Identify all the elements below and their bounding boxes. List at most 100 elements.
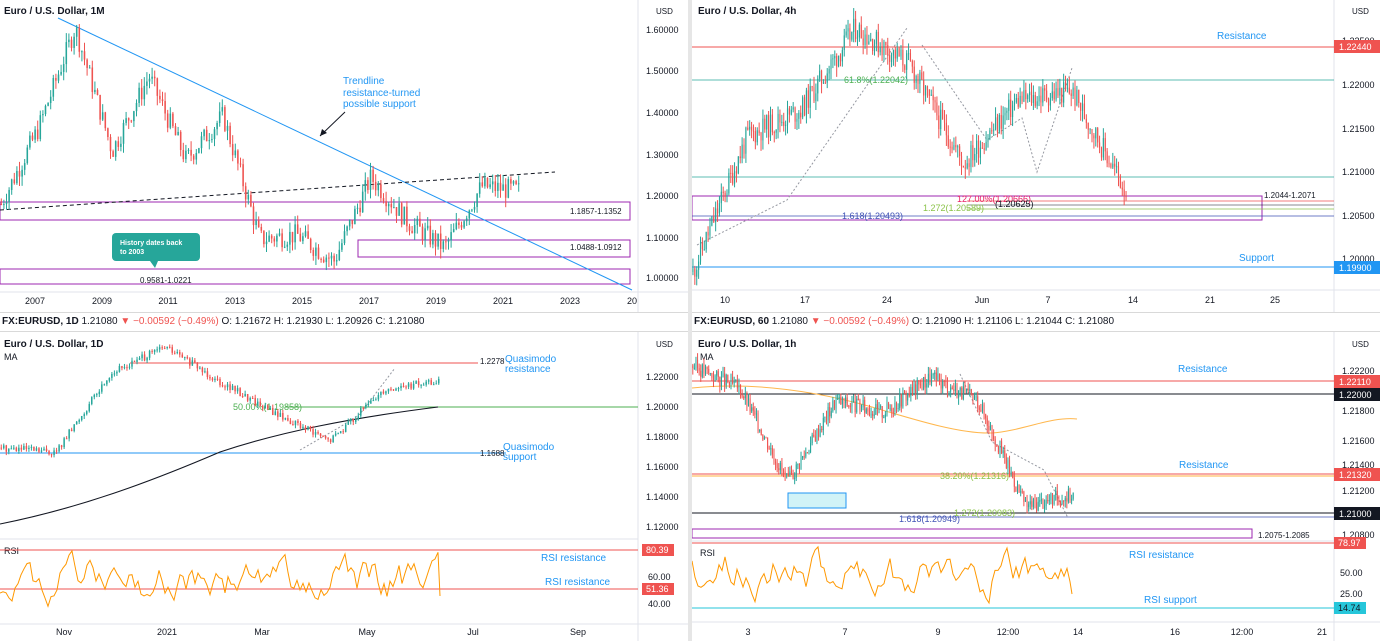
candle-body: [703, 249, 705, 251]
candle-body: [143, 85, 146, 100]
candle-body: [133, 111, 135, 122]
candle-body: [463, 221, 465, 228]
candle-body: [708, 369, 710, 374]
h4-chart[interactable]: Euro / U.S. Dollar, 4h USD 1.225001.2200…: [692, 0, 1380, 312]
daily-chart[interactable]: Euro / U.S. Dollar, 1D MA USD 1.220001.2…: [0, 332, 688, 641]
candle-body: [365, 404, 367, 408]
candle-body: [824, 82, 826, 84]
candle-body: [75, 421, 78, 425]
x-tick-label: 2023: [560, 296, 580, 306]
candle-body: [1097, 128, 1099, 143]
candle-body: [148, 78, 151, 82]
candle-body: [975, 396, 977, 398]
candle-body: [161, 347, 163, 349]
h4-chart-panel[interactable]: Euro / U.S. Dollar, 4h USD 1.225001.2200…: [692, 0, 1380, 312]
h4-pattern-dotted-2: [921, 44, 1073, 174]
monthly-chart-panel[interactable]: Euro / U.S. Dollar, 1M USD 1.60000 1.5000…: [0, 0, 688, 312]
candle-body: [935, 372, 937, 380]
candle-body: [377, 395, 380, 400]
candle-body: [983, 404, 985, 415]
candle-body: [951, 387, 953, 390]
candle-body: [1004, 450, 1006, 458]
candle-body: [720, 191, 722, 204]
candle-body: [706, 367, 708, 370]
monthly-chart[interactable]: Euro / U.S. Dollar, 1M USD 1.60000 1.5000…: [0, 0, 688, 312]
candle-body: [779, 113, 781, 123]
candle-body: [896, 402, 898, 409]
qm-support-price: 1.1688: [480, 449, 505, 458]
candle-body: [974, 396, 976, 399]
candle-body: [692, 268, 694, 272]
candle-body: [277, 411, 279, 417]
candle-body: [307, 231, 309, 239]
candle-body: [838, 396, 840, 399]
candle-body: [696, 269, 698, 277]
candle-body: [991, 130, 993, 132]
candle-body: [140, 87, 143, 100]
candle-body: [10, 179, 13, 190]
candle-body: [166, 113, 169, 128]
h1-chart[interactable]: Euro / U.S. Dollar, 1h MA USD 1.222001.2…: [692, 332, 1380, 641]
y-tick-label: 1.14000: [646, 492, 679, 502]
h1-level-1220: 1.22000: [1339, 390, 1372, 400]
candle-body: [287, 418, 289, 421]
candle-body: [23, 163, 26, 170]
candle-body: [926, 383, 928, 388]
candle-body: [1034, 95, 1036, 106]
candle-body: [904, 65, 906, 70]
candle-body: [333, 255, 335, 262]
candle-body: [1002, 115, 1004, 129]
x-tick-label: Jul: [467, 627, 479, 637]
candle-body: [994, 439, 996, 445]
h4-time-axis[interactable]: 10 17 24 Jun 7 14 21 25: [720, 295, 1280, 305]
candle-body: [517, 183, 520, 185]
candle-body: [1076, 89, 1078, 106]
candle-body: [325, 257, 328, 263]
candle-body: [1006, 110, 1008, 113]
candle-body: [16, 170, 18, 184]
y-tick-label: 1.21200: [1342, 486, 1375, 496]
candle-body: [35, 448, 38, 451]
candle-body: [1068, 87, 1070, 94]
h1-time-axis[interactable]: 3 7 9 12:00 14 16 12:00 21: [745, 627, 1327, 637]
candle-body: [908, 393, 910, 397]
candle-body: [437, 378, 440, 384]
x-tick-label: 9: [935, 627, 940, 637]
candle-body: [884, 414, 886, 417]
candle-body: [108, 377, 111, 381]
monthly-time-axis[interactable]: 2007 2009 2011 2013 2015 2017 2019 2021 2023 20: [25, 296, 637, 306]
candle-body: [512, 181, 515, 184]
h1-price-axis[interactable]: 1.22200 1.21800 1.21600 1.21400 1.21200 1.208…: [1342, 366, 1375, 540]
candle-body: [923, 79, 925, 96]
candle-body: [1019, 95, 1021, 107]
candle-body: [224, 107, 226, 131]
candle-body: [47, 103, 49, 106]
panel-divider: [688, 0, 692, 641]
candle-body: [218, 111, 221, 124]
candle-body: [843, 35, 845, 51]
candle-body: [806, 452, 808, 454]
candle-body: [1042, 88, 1044, 103]
daily-time-axis[interactable]: Nov 2021 Mar May Jul Sep: [56, 627, 586, 637]
monthly-price-axis[interactable]: 1.60000 1.50000 1.40000 1.30000 1.20000 1.100…: [646, 25, 679, 283]
candle-body: [419, 218, 421, 227]
candle-body: [962, 166, 964, 168]
h1-high: H: 1.21106: [964, 316, 1013, 327]
candle-body: [489, 184, 491, 188]
h1-chart-panel[interactable]: Euro / U.S. Dollar, 1h MA USD 1.22200 1.2…: [692, 332, 1380, 641]
candle-body: [756, 130, 758, 143]
candle-body: [31, 135, 34, 140]
h4-fib-1272-label: 1.272(1.20589): [923, 203, 984, 213]
candle-body: [755, 413, 757, 415]
daily-symbol[interactable]: FX:EURUSD, 1D: [2, 316, 79, 327]
x-tick-label: 2007: [25, 296, 45, 306]
daily-chart-panel[interactable]: Euro / U.S. Dollar, 1D MA USD 1.22000 1.2…: [0, 332, 688, 641]
candle-body: [751, 126, 753, 131]
daily-price-axis[interactable]: 1.22000 1.20000 1.18000 1.16000 1.14000 1.120…: [646, 372, 679, 532]
candle-body: [450, 232, 452, 241]
h1-symbol[interactable]: FX:EURUSD, 60: [694, 316, 770, 327]
h1-rsi-res-tag: [1334, 537, 1366, 549]
candle-body: [25, 446, 28, 450]
candle-body: [182, 149, 185, 160]
candle-body: [966, 388, 968, 391]
